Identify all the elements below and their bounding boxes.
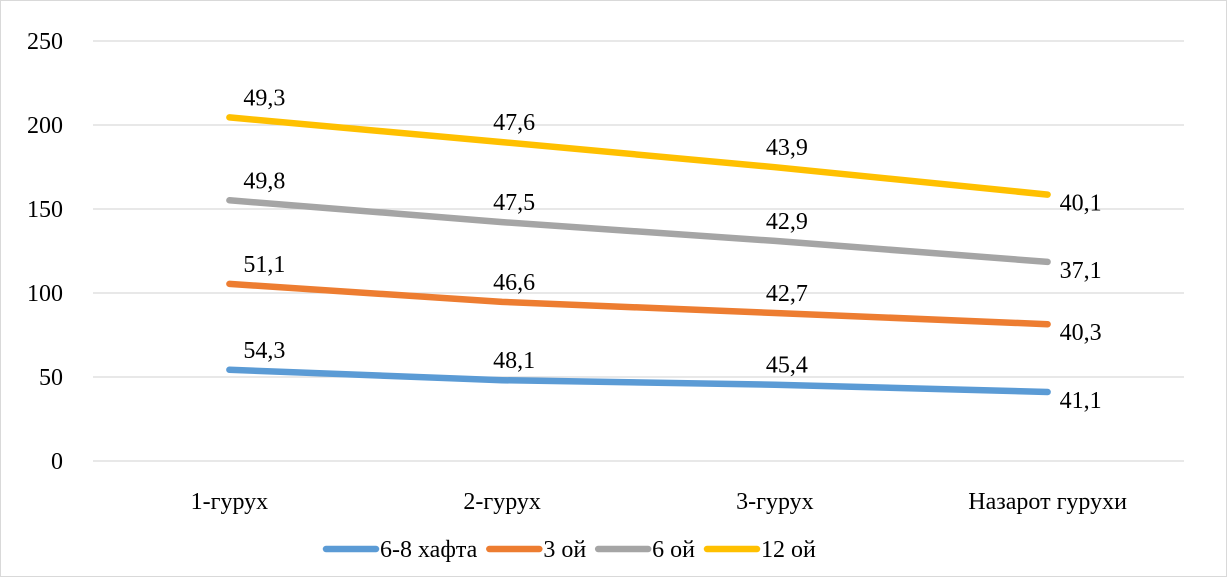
y-tick-label: 150 — [27, 197, 63, 223]
data-label: 54,3 — [243, 338, 285, 364]
data-label: 45,4 — [766, 353, 808, 379]
gridlines — [93, 40, 1184, 462]
legend-label: 6 ой — [652, 537, 695, 563]
series-lines — [226, 114, 1051, 396]
data-label: 47,6 — [493, 110, 535, 136]
data-label: 42,9 — [766, 209, 808, 235]
x-tick-label: 2-гурух — [463, 489, 541, 515]
y-axis-tick-labels: 0 50 100 150 200 250 — [27, 29, 63, 475]
x-tick-label: Назарот гурухи — [968, 489, 1127, 515]
y-tick-label: 0 — [51, 449, 63, 475]
data-labels: 54,3 48,1 45,4 41,1 51,1 46,6 42,7 40,3 49,8 47,5… — [243, 85, 1101, 414]
y-tick-label: 100 — [27, 281, 63, 307]
legend-label: 6-8 хафта — [380, 537, 478, 563]
x-axis-tick-labels: 1-гурух 2-гурух 3-гурух Назарот гурухи — [191, 489, 1127, 515]
data-label: 37,1 — [1060, 258, 1102, 284]
data-label: 47,5 — [493, 190, 535, 216]
legend-label: 3 ой — [543, 537, 586, 563]
series-line-2 — [226, 197, 1051, 266]
legend-label: 12 ой — [761, 537, 816, 563]
x-tick-label: 3-гурух — [736, 489, 814, 515]
y-tick-label: 200 — [27, 113, 63, 139]
data-label: 41,1 — [1060, 388, 1102, 414]
y-tick-label: 50 — [39, 365, 63, 391]
data-label: 49,3 — [243, 85, 285, 111]
data-label: 40,3 — [1060, 320, 1102, 346]
data-label: 49,8 — [243, 168, 285, 194]
series-line-0 — [226, 366, 1051, 396]
data-label: 43,9 — [766, 135, 808, 161]
x-tick-label: 1-гурух — [191, 489, 269, 515]
y-tick-label: 250 — [27, 29, 63, 55]
data-label: 48,1 — [493, 348, 535, 374]
series-line-1 — [226, 280, 1051, 328]
data-label: 51,1 — [243, 252, 285, 278]
legend: 6-8 хафта 3 ой 6 ой 12 ой — [322, 537, 816, 563]
series-line-3 — [226, 114, 1051, 198]
data-label: 42,7 — [766, 281, 808, 307]
data-label: 40,1 — [1060, 191, 1102, 217]
data-label: 46,6 — [493, 270, 535, 296]
